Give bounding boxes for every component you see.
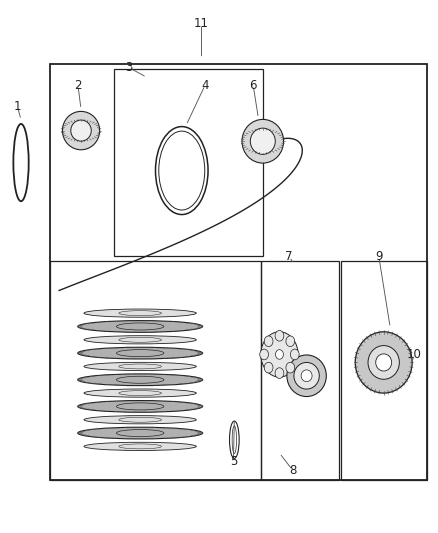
Text: 7: 7: [285, 251, 293, 263]
Text: 6: 6: [249, 79, 257, 92]
Text: 5: 5: [230, 455, 237, 467]
Ellipse shape: [84, 309, 196, 317]
Ellipse shape: [78, 427, 202, 439]
Ellipse shape: [62, 111, 100, 150]
Ellipse shape: [117, 403, 164, 410]
Ellipse shape: [84, 442, 196, 450]
Bar: [261, 261, 339, 480]
Ellipse shape: [78, 401, 202, 413]
Bar: [341, 261, 427, 480]
Ellipse shape: [119, 337, 162, 342]
Ellipse shape: [251, 128, 275, 155]
Ellipse shape: [78, 374, 202, 386]
Ellipse shape: [78, 348, 202, 359]
Ellipse shape: [301, 370, 312, 382]
Ellipse shape: [368, 345, 399, 379]
Ellipse shape: [261, 332, 298, 377]
Text: 9: 9: [375, 251, 383, 263]
Ellipse shape: [287, 355, 326, 397]
Ellipse shape: [119, 364, 162, 369]
Ellipse shape: [286, 362, 295, 373]
Ellipse shape: [119, 444, 162, 449]
Ellipse shape: [117, 430, 164, 437]
Text: 11: 11: [194, 18, 209, 30]
Ellipse shape: [84, 389, 196, 397]
Ellipse shape: [275, 368, 284, 378]
Bar: [114, 69, 263, 256]
Ellipse shape: [84, 362, 196, 370]
Ellipse shape: [376, 354, 392, 371]
Text: 8: 8: [289, 464, 296, 477]
Ellipse shape: [264, 362, 273, 373]
Ellipse shape: [242, 119, 284, 163]
Ellipse shape: [117, 323, 164, 330]
Text: 3: 3: [126, 61, 133, 74]
Ellipse shape: [84, 416, 196, 424]
Ellipse shape: [119, 391, 162, 395]
Ellipse shape: [355, 332, 412, 393]
Ellipse shape: [276, 350, 283, 359]
Ellipse shape: [119, 417, 162, 422]
Text: 1: 1: [14, 100, 21, 113]
Ellipse shape: [290, 349, 299, 360]
Ellipse shape: [84, 336, 196, 344]
Ellipse shape: [78, 321, 202, 333]
Ellipse shape: [117, 376, 164, 383]
Text: 10: 10: [406, 348, 421, 361]
Ellipse shape: [294, 362, 319, 389]
Ellipse shape: [260, 349, 268, 360]
Bar: [50, 261, 261, 480]
Bar: [50, 64, 427, 480]
Ellipse shape: [119, 311, 162, 316]
Text: 2: 2: [74, 79, 82, 92]
Ellipse shape: [286, 336, 295, 346]
Ellipse shape: [117, 350, 164, 357]
Ellipse shape: [71, 120, 91, 141]
Text: 4: 4: [201, 79, 209, 92]
Ellipse shape: [264, 336, 273, 346]
Ellipse shape: [275, 330, 284, 341]
